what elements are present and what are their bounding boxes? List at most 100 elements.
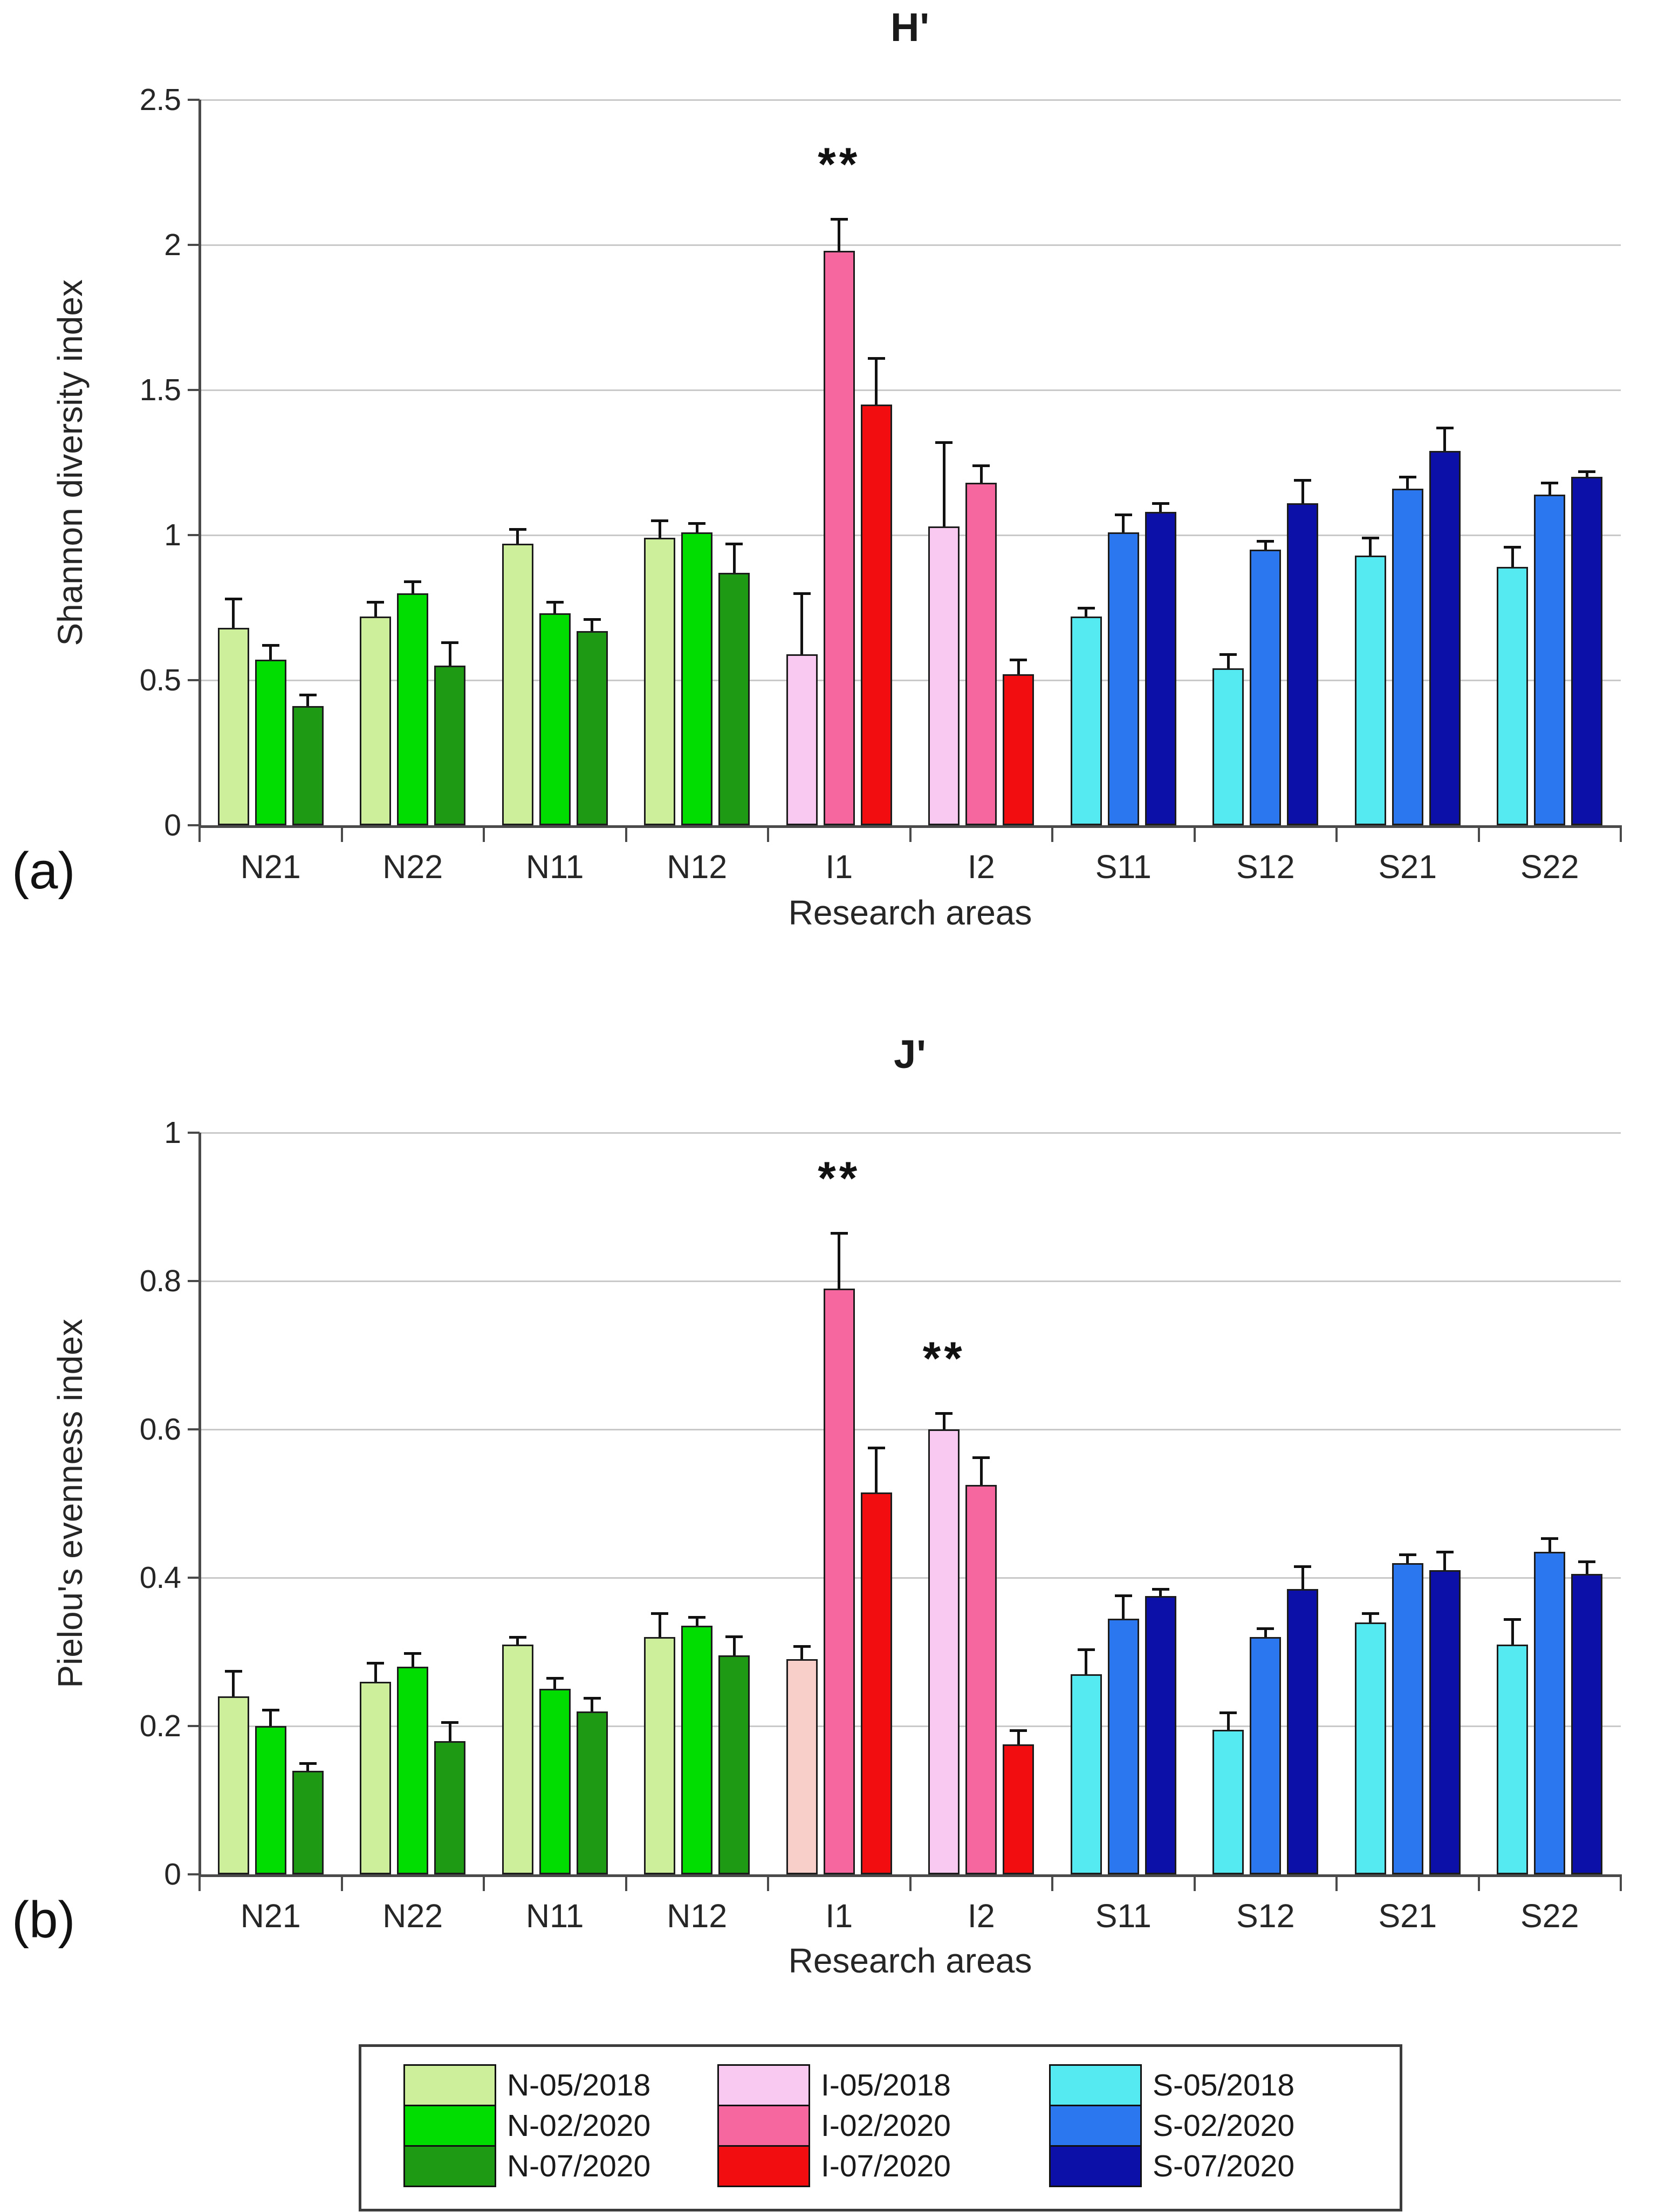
- y-tick-label: 0: [164, 808, 181, 843]
- error-bar-cap: [935, 1412, 953, 1415]
- error-bar-cap: [367, 600, 385, 604]
- y-axis-tick: [188, 1428, 200, 1430]
- error-bar-cap: [1361, 1612, 1379, 1615]
- error-bar-cap: [1152, 502, 1169, 505]
- error-bar-stem: [875, 358, 878, 405]
- x-axis-tick: [767, 828, 769, 842]
- error-bar-stem: [1227, 1713, 1230, 1730]
- bar-n11-s2: [576, 631, 608, 825]
- y-axis-tick: [188, 1132, 200, 1134]
- chart-a-ylabel-wrap: Shannon diversity index: [38, 100, 102, 825]
- error-bar-cap: [262, 644, 279, 647]
- bar-i2-s2: [1003, 1744, 1034, 1874]
- legend-label: S-05/2018: [1153, 2068, 1295, 2103]
- error-bar-cap: [1436, 426, 1454, 429]
- error-bar-stem: [1548, 1538, 1551, 1552]
- bar-n21-s0: [217, 628, 249, 825]
- bar-n12-s2: [718, 1655, 750, 1874]
- error-bar-cap: [1010, 659, 1027, 662]
- legend-label: S-02/2020: [1153, 2108, 1295, 2143]
- x-tick-label: S22: [1520, 1898, 1579, 1934]
- x-axis-tick: [1051, 1877, 1053, 1891]
- bar-n11-s0: [502, 1644, 533, 1874]
- bar-s12-s0: [1212, 668, 1244, 825]
- bar-n21-s0: [217, 1696, 249, 1874]
- bar-i2-s1: [965, 1485, 997, 1874]
- error-bar-stem: [695, 523, 698, 532]
- y-tick-label: 0.6: [139, 1412, 181, 1447]
- bar-s22-s1: [1534, 1551, 1566, 1874]
- error-bar-cap: [1294, 478, 1312, 482]
- x-axis-tick: [625, 1877, 627, 1891]
- y-axis-tick: [188, 824, 200, 826]
- bar-s12-s2: [1287, 503, 1319, 825]
- significance-stars: **: [922, 1332, 965, 1385]
- error-bar-cap: [830, 217, 848, 221]
- y-tick-label: 1.5: [139, 373, 181, 407]
- bar-i2-s2: [1003, 674, 1034, 825]
- x-axis-tick: [1620, 828, 1622, 842]
- bar-n11-s2: [576, 1711, 608, 1874]
- error-bar-stem: [838, 218, 841, 251]
- y-axis-tick: [188, 534, 200, 536]
- legend-label: S-07/2020: [1153, 2149, 1295, 2183]
- bar-i2-s0: [928, 526, 960, 825]
- error-bar-stem: [979, 1457, 983, 1485]
- x-axis-tick: [1620, 1877, 1622, 1891]
- panel-a-label: (a): [12, 842, 76, 900]
- error-bar-cap: [404, 580, 422, 584]
- y-axis-line: [198, 100, 201, 828]
- error-bar-cap: [688, 522, 706, 525]
- legend-swatch-n-07-2020: [403, 2145, 496, 2187]
- error-bar-cap: [1114, 1594, 1132, 1597]
- y-axis-tick: [188, 679, 200, 681]
- y-axis-tick: [188, 1725, 200, 1727]
- error-bar-stem: [658, 1613, 661, 1637]
- error-bar-cap: [1504, 545, 1522, 549]
- bar-i2-s0: [928, 1429, 960, 1874]
- x-axis-tick: [1477, 828, 1480, 842]
- x-tick-label: N21: [240, 1898, 301, 1934]
- error-bar-cap: [1294, 1565, 1312, 1569]
- error-bar-stem: [448, 1722, 451, 1741]
- panel-b-label: (b): [12, 1891, 76, 1949]
- y-tick-label: 0.8: [139, 1264, 181, 1298]
- legend-label: I-05/2018: [821, 2068, 951, 2103]
- x-axis-tick: [909, 1877, 912, 1891]
- error-bar-cap: [972, 1456, 990, 1460]
- x-axis-tick: [198, 828, 201, 842]
- x-axis-tick: [1051, 828, 1053, 842]
- error-bar-cap: [1010, 1729, 1027, 1732]
- error-bar-stem: [306, 694, 310, 707]
- x-axis-tick: [625, 828, 627, 842]
- bar-s11-s1: [1107, 532, 1139, 825]
- x-axis-tick: [1193, 1877, 1196, 1891]
- error-bar-cap: [1077, 1648, 1095, 1652]
- error-bar-stem: [1301, 1566, 1304, 1589]
- y-tick-label: 1: [164, 1115, 181, 1150]
- x-axis-tick: [340, 1877, 343, 1891]
- error-bar-cap: [509, 528, 526, 531]
- bar-s12-s0: [1212, 1729, 1244, 1874]
- bar-i1-s1: [823, 250, 855, 825]
- bar-n21-s1: [255, 660, 286, 825]
- bar-s22-s0: [1497, 567, 1529, 825]
- bar-n21-s2: [292, 706, 324, 825]
- error-bar-stem: [1122, 515, 1125, 532]
- gridline: [200, 1132, 1621, 1134]
- error-bar-stem: [732, 544, 736, 573]
- error-bar-cap: [935, 441, 953, 444]
- error-bar-stem: [516, 529, 519, 544]
- error-bar-stem: [411, 1653, 414, 1667]
- gridline: [200, 389, 1621, 391]
- error-bar-stem: [553, 1677, 557, 1689]
- y-tick-label: 2.5: [139, 83, 181, 117]
- error-bar-cap: [441, 641, 459, 645]
- error-bar-cap: [1077, 606, 1095, 610]
- error-bar-cap: [224, 1670, 242, 1673]
- error-bar-cap: [688, 1615, 706, 1619]
- y-axis-tick: [188, 244, 200, 246]
- chart-b-title: J': [894, 1032, 927, 1077]
- legend-swatch-n-02-2020: [403, 2105, 496, 2147]
- error-bar-cap: [1257, 1627, 1275, 1630]
